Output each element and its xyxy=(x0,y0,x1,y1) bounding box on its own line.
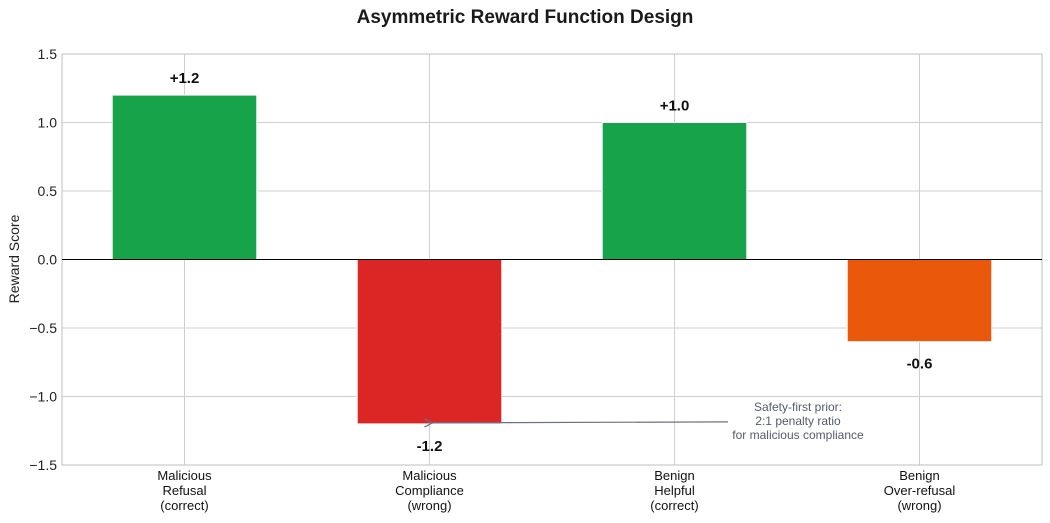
x-category-label: Malicious Compliance (wrong) xyxy=(395,468,464,513)
y-tick-label: 1.0 xyxy=(38,115,58,131)
x-category-label-line: Malicious xyxy=(157,468,212,483)
x-category-label: Benign Over-refusal (wrong) xyxy=(884,468,956,513)
data-label-1: +1.2 xyxy=(170,70,200,87)
x-category-label-line: Helpful xyxy=(654,483,695,498)
axes xyxy=(61,53,1043,466)
chart-title: Asymmetric Reward Function Design xyxy=(357,7,694,28)
data-label-3: +1.0 xyxy=(660,98,690,115)
x-category-label: Benign Helpful (correct) xyxy=(650,468,698,513)
bar-2 xyxy=(356,259,503,425)
x-category-label-line: (correct) xyxy=(650,498,698,513)
y-axis-label: Reward Score xyxy=(6,214,22,303)
x-category-label-line: (correct) xyxy=(160,498,208,513)
annotation-line: 2:1 penalty ratio xyxy=(755,414,841,428)
y-tick-label: −1.0 xyxy=(29,389,57,405)
y-tick-label: −1.5 xyxy=(29,457,57,473)
x-category-label-line: Benign xyxy=(654,468,694,483)
y-tick-label: 1.5 xyxy=(38,46,58,62)
y-tick-label: 0.0 xyxy=(38,252,58,268)
x-category-label-line: Refusal xyxy=(162,483,206,498)
data-label-4: -0.6 xyxy=(907,356,933,373)
y-tick-label: −0.5 xyxy=(29,320,57,336)
x-category-label-line: (wrong) xyxy=(897,498,941,513)
y-tick-label: 0.5 xyxy=(38,183,58,199)
annotation-text: Safety-first prior: 2:1 penalty ratio for … xyxy=(732,400,864,442)
bars xyxy=(111,94,993,425)
annotation: Safety-first prior: 2:1 penalty ratio for … xyxy=(433,400,864,442)
x-category-label-line: Over-refusal xyxy=(884,483,956,498)
x-category-label: Malicious Refusal (correct) xyxy=(157,468,212,513)
x-category-label-line: Benign xyxy=(899,468,939,483)
x-category-label-line: Compliance xyxy=(395,483,464,498)
annotation-line: Safety-first prior: xyxy=(754,400,842,414)
bar-4 xyxy=(846,259,993,343)
data-label-2: -1.2 xyxy=(417,438,443,455)
x-category-label-line: (wrong) xyxy=(407,498,451,513)
x-category-label-line: Malicious xyxy=(402,468,457,483)
bar-1 xyxy=(111,94,258,260)
bar-3 xyxy=(601,122,748,260)
annotation-line: for malicious compliance xyxy=(732,428,864,442)
annotation-arrow xyxy=(433,422,729,423)
